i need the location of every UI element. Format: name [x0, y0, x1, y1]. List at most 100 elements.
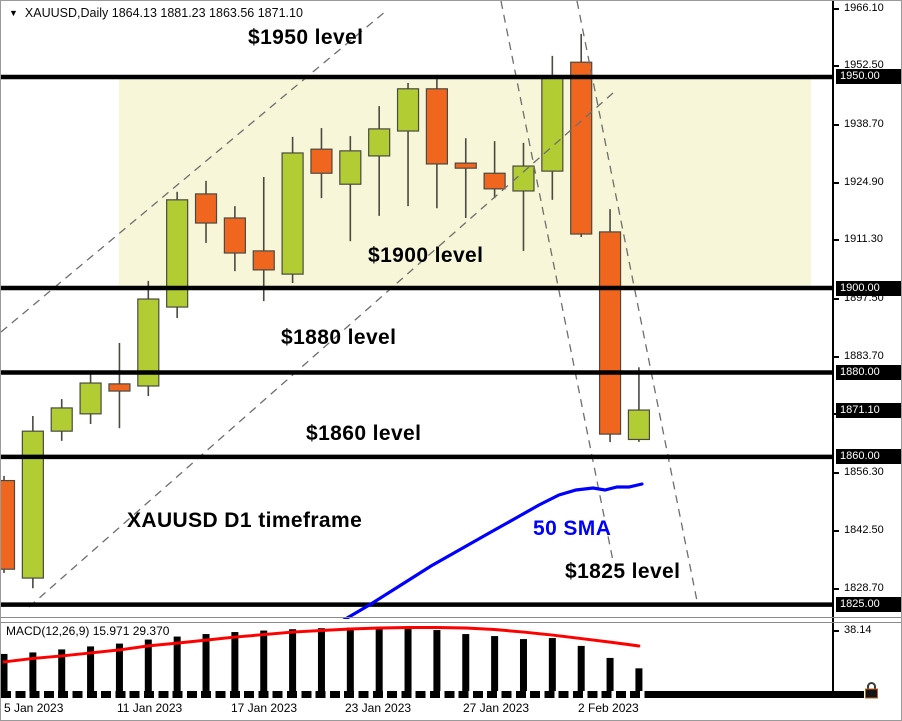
price-tick-1883.7: 1883.70 [844, 349, 884, 362]
price-tick-1856.3-tickmark [834, 471, 839, 474]
date-label: 2 Feb 2023 [578, 701, 639, 715]
time-axis-tickbar [1, 691, 647, 698]
label-1860-level: $1860 level [306, 422, 422, 445]
main-chart-area[interactable] [1, 1, 834, 619]
macd-histogram-bar [606, 657, 614, 691]
macd-histogram-bar [548, 638, 556, 691]
candle-body-bear [108, 383, 131, 392]
panel-separator-top [1, 617, 901, 618]
candle-body-bull [281, 152, 304, 275]
macd-histogram-bar [1, 653, 8, 691]
label-1900-level: $1900 level [368, 244, 484, 267]
price-tick-1856.3: 1856.30 [844, 465, 884, 478]
price-box-1860: 1860.00 [836, 449, 901, 465]
sma-50-line[interactable] [342, 482, 644, 619]
descending-channel-right[interactable] [576, 1, 699, 607]
label-1950-level: $1950 level [248, 26, 364, 49]
macd-histogram-bar [462, 634, 470, 691]
label-50-sma: 50 SMA [533, 517, 612, 540]
date-label: 5 Jan 2023 [4, 701, 64, 715]
ascending-channel-lower[interactable] [28, 92, 614, 608]
price-tick-1938.7: 1938.70 [844, 117, 884, 130]
macd-histogram-bar [577, 645, 585, 691]
price-tick-1952.5: 1952.50 [844, 59, 884, 72]
macd-histogram-bar [433, 630, 441, 691]
macd-histogram-bar [202, 634, 210, 691]
date-label: 11 Jan 2023 [117, 701, 183, 715]
macd-tick-tickmark [834, 630, 839, 633]
date-label: 23 Jan 2023 [345, 701, 412, 715]
macd-histogram-bar [231, 632, 239, 691]
time-axis[interactable]: 5 Jan 2023 11 Jan 2023 17 Jan 2023 23 Jan 2… [1, 698, 901, 720]
macd-histogram-bar [58, 649, 66, 691]
candle-body-bear [425, 88, 448, 165]
candle-body-bull [339, 150, 362, 185]
candle-body-bull [166, 199, 189, 308]
price-box-1950: 1950.00 [836, 69, 901, 85]
price-tick-1924.9: 1924.90 [844, 175, 884, 188]
label-timeframe: XAUUSD D1 timeframe [127, 509, 363, 532]
macd-histogram-bar [87, 646, 95, 691]
candle-body-bull [79, 382, 102, 415]
triangle-down-icon[interactable]: ▼ [9, 8, 18, 18]
macd-histogram-bar [375, 627, 383, 691]
candle-body-bull [137, 298, 160, 387]
date-label: 17 Jan 2023 [231, 701, 298, 715]
price-tick-1966.1-tickmark [834, 8, 839, 11]
macd-histogram-bar [260, 630, 268, 691]
candle-body-bull [627, 409, 651, 441]
price-tick-1842.5-tickmark [834, 529, 839, 532]
macd-histogram-bar [635, 668, 643, 691]
price-axis[interactable]: 1966.10 1952.50 1938.70 1924.90 1911.30 1897.… [832, 1, 901, 691]
candle-body-bear [194, 193, 218, 224]
price-tick-1911.3: 1911.30 [844, 233, 883, 246]
candle-body-bull [368, 128, 391, 157]
panel-separator-bottom [1, 622, 901, 623]
candle-body-bull [541, 75, 564, 172]
price-tick-1897.5-tickmark [834, 297, 839, 300]
candle-body-bear [1, 479, 16, 570]
candle-body-bear [570, 61, 593, 235]
price-tick-1966.1: 1966.10 [844, 2, 884, 15]
macd-histogram-bar [491, 636, 499, 691]
candle-body-bull [512, 165, 535, 192]
candle-body-bear [454, 162, 477, 169]
macd-histogram-bar [346, 627, 354, 691]
macd-panel[interactable] [1, 623, 834, 691]
price-tick-1938.7-tickmark [834, 123, 839, 126]
price-chart-canvas [1, 1, 834, 619]
macd-histogram-bar [144, 639, 152, 691]
price-box-1880: 1880.00 [836, 364, 901, 380]
macd-canvas [1, 626, 643, 691]
price-box-1825: 1825.00 [836, 597, 901, 613]
symbol-quote-text: XAUUSD,Daily 1864.13 1881.23 1863.56 187… [24, 6, 303, 20]
candle-body-bull [21, 430, 44, 579]
candle-body-bull [50, 407, 73, 432]
macd-histogram-bar [317, 628, 325, 691]
price-tick-1883.7-tickmark [834, 355, 839, 358]
price-tick-1828.7-tickmark [834, 588, 839, 591]
macd-tick: 38.14 [844, 624, 872, 637]
macd-signal-line [2, 626, 641, 664]
price-tick-1911.3-tickmark [834, 239, 839, 242]
label-1880-level: $1880 level [281, 326, 397, 349]
candle-body-bear [252, 250, 275, 271]
price-box-1900: 1900.00 [836, 280, 901, 296]
padlock-icon[interactable] [863, 680, 880, 699]
time-axis-tickbar-solid [647, 691, 864, 698]
candle-body-bear [310, 148, 333, 174]
macd-histogram-bar [404, 627, 412, 691]
price-tick-1828.7: 1828.70 [844, 582, 884, 595]
candle-body-bear [483, 172, 506, 190]
candle-body-bull [396, 88, 420, 132]
macd-histogram-bar [115, 643, 123, 691]
candle-body-bear [223, 217, 246, 254]
descending-channel-left[interactable] [500, 1, 614, 562]
quote-bar: ▼ XAUUSD,Daily 1864.13 1881.23 1863.56 18… [9, 6, 303, 20]
date-label: 27 Jan 2023 [463, 701, 530, 715]
candle-body-bear [598, 231, 622, 435]
price-box-1871.1: 1871.10 [836, 402, 901, 418]
macd-histogram-bar [173, 636, 181, 691]
price-tick-1924.9-tickmark [834, 181, 839, 184]
